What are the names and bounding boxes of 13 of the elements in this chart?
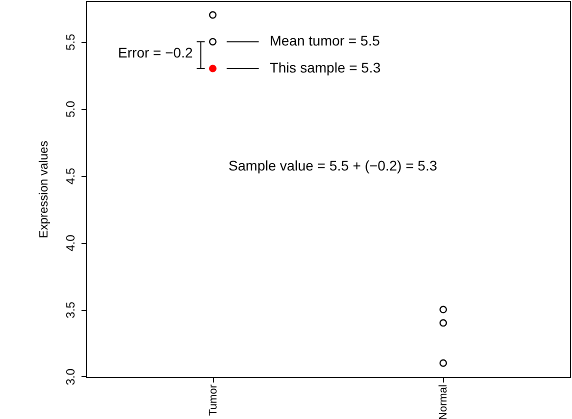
annotation: Error = −0.2: [118, 44, 193, 61]
y-tick-label: 4.0: [64, 234, 78, 252]
x-tick-label: Normal: [438, 384, 450, 419]
y-tick-label: 3.5: [64, 301, 78, 318]
y-tick-label: 5.5: [64, 34, 78, 51]
y-tick-label: 4.5: [64, 167, 78, 184]
y-tick-label: 3.0: [64, 368, 78, 386]
y-axis-title: Expression values: [36, 140, 50, 238]
x-tick-label: Tumor: [207, 384, 220, 416]
annotation: Sample value = 5.5 + (−0.2) = 5.3: [228, 157, 438, 174]
annotation: This sample = 5.3: [270, 59, 381, 76]
annotation: Mean tumor = 5.5: [270, 32, 380, 49]
y-tick-label: 5.0: [64, 100, 78, 118]
